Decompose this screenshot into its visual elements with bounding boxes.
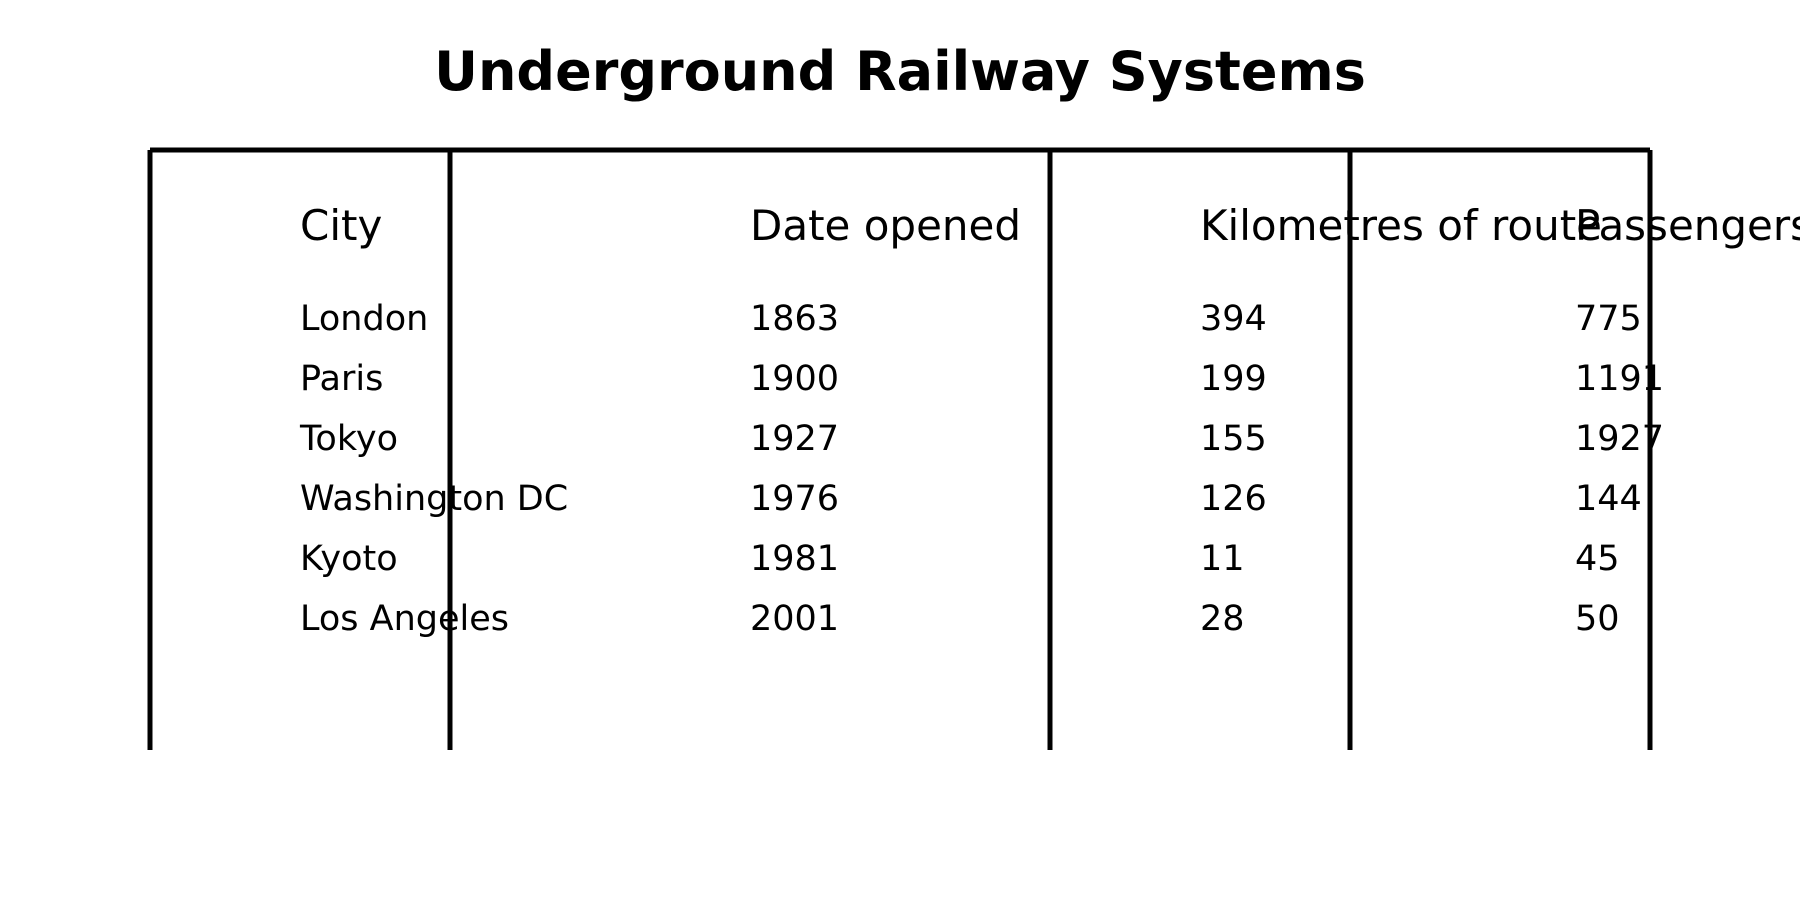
column-header: Date opened — [750, 201, 1021, 250]
table-cell: Tokyo — [299, 419, 398, 459]
table-cell: Los Angeles — [300, 599, 509, 639]
table-cell: 775 — [1575, 299, 1642, 339]
table-cell: 1976 — [750, 479, 839, 519]
table-cell: 1927 — [750, 419, 839, 459]
table-row: Washington DC 1976 126 144 — [300, 479, 1642, 519]
table-header-row: City Date opened Kilometres of routePassen… — [300, 201, 1800, 250]
table-cell: 45 — [1575, 539, 1620, 579]
table-row: Kyoto 1981 11 45 — [300, 539, 1620, 579]
table-cell: 50 — [1575, 599, 1620, 639]
table-row: London 1863 394 775 — [300, 299, 1642, 339]
table-row: Los Angeles 2001 28 50 — [300, 599, 1620, 639]
table-cell: 1927 — [1575, 419, 1664, 459]
table-cell: 1900 — [750, 359, 839, 399]
chart-title: Underground Railway Systems — [434, 40, 1366, 103]
table-cell: Washington DC — [300, 479, 568, 519]
table-cell: London — [300, 299, 428, 339]
table-body: London 1863 394 775 Paris 1900 199 1191 Tokyo 192… — [299, 299, 1664, 639]
table-row: Tokyo 1927 155 1927 — [299, 419, 1664, 459]
table-cell: 1981 — [750, 539, 839, 579]
table-cell: 2001 — [750, 599, 839, 639]
table-cell: 28 — [1200, 599, 1245, 639]
table-cell: 155 — [1200, 419, 1267, 459]
table-cell: Paris — [300, 359, 383, 399]
column-header: Passengers per year (in millions) — [1575, 201, 1800, 250]
table-cell: 199 — [1200, 359, 1267, 399]
table-frame — [147, 147, 1653, 750]
table-cell: 144 — [1575, 479, 1642, 519]
table-cell: 1191 — [1575, 359, 1664, 399]
column-header: Kilometres of route — [1200, 201, 1602, 250]
table-cell: Kyoto — [300, 539, 398, 579]
table-cell: 126 — [1200, 479, 1267, 519]
table-cell: 394 — [1200, 299, 1267, 339]
table-row: Paris 1900 199 1191 — [300, 359, 1664, 399]
table-cell: 11 — [1200, 539, 1245, 579]
column-header: City — [300, 201, 382, 250]
table-cell: 1863 — [750, 299, 839, 339]
